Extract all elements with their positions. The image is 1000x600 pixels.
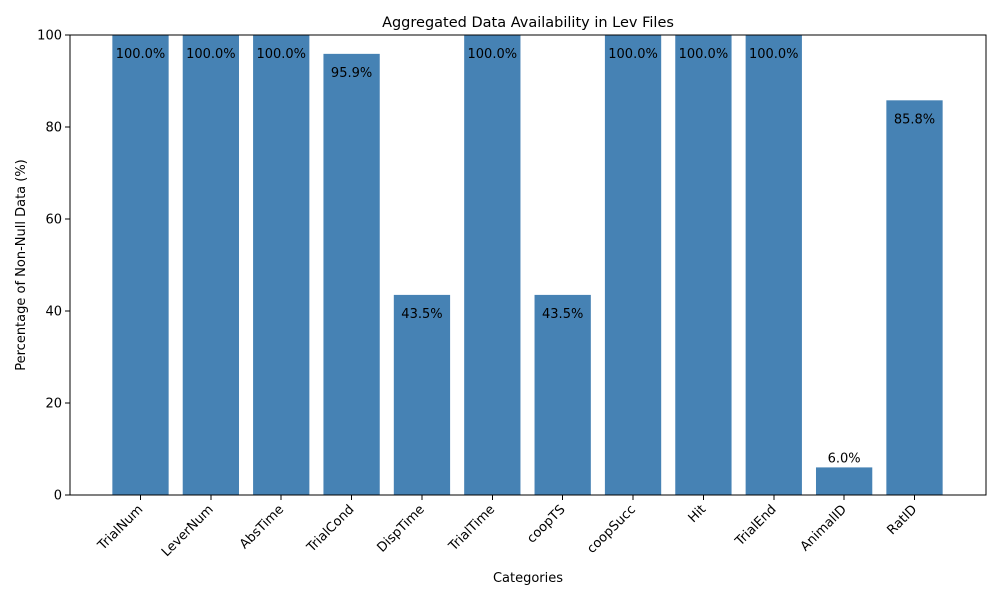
data-labels-layer: 100.0% 100.0% 100.0% 95.9% 43.5% 100.0% 43.5% 1…	[116, 47, 935, 466]
bar-disptime	[393, 294, 451, 495]
data-label-coopts: 43.5%	[542, 307, 583, 322]
bar-animalid	[815, 467, 873, 495]
x-tick-label-coopts: coopTS	[524, 502, 568, 546]
y-tick-label-0: 0	[54, 489, 62, 504]
x-tick-label-trialend: TrialEnd	[732, 502, 780, 550]
axes-layer	[69, 34, 987, 496]
y-tick-label-40: 40	[45, 305, 62, 320]
x-tick-label-hit: Hit	[686, 502, 710, 526]
bar-ratid	[886, 100, 943, 495]
x-axis-label: Categories	[493, 571, 563, 586]
plot-area-frame	[69, 34, 987, 496]
bar-trialcond	[323, 53, 380, 496]
y-tick-label-100: 100	[37, 29, 62, 44]
x-tick-label-trialnum: TrialNum	[95, 502, 147, 554]
data-label-trialtime: 100.0%	[468, 47, 518, 62]
data-label-levernum: 100.0%	[186, 47, 236, 62]
x-tick-label-levernum: LeverNum	[159, 502, 217, 560]
y-tick-label-80: 80	[45, 121, 62, 136]
data-label-trialend: 100.0%	[749, 47, 799, 62]
bar-coopts	[534, 294, 591, 495]
x-axis-ticks: TrialNum LeverNum AbsTime TrialCond DispTime…	[95, 495, 921, 560]
x-tick-label-trialtime: TrialTime	[446, 502, 499, 555]
x-tick-label-coopsucc: coopSucc	[584, 502, 639, 557]
data-label-disptime: 43.5%	[401, 307, 442, 322]
data-label-abstime: 100.0%	[256, 47, 306, 62]
data-label-hit: 100.0%	[679, 47, 729, 62]
x-tick-label-disptime: DispTime	[374, 502, 427, 555]
y-axis-ticks: 0 20 40 60 80 100	[37, 29, 70, 504]
data-label-animalid: 6.0%	[828, 451, 861, 466]
bar-levernum	[182, 35, 240, 495]
x-tick-label-trialcond: TrialCond	[304, 502, 358, 556]
data-label-ratid: 85.8%	[894, 112, 935, 127]
x-tick-label-animalid: AnimalID	[798, 502, 850, 554]
bar-coopsucc	[604, 35, 662, 495]
data-label-trialnum: 100.0%	[116, 47, 166, 62]
bars-layer	[112, 35, 943, 496]
bar-trialtime	[464, 35, 521, 495]
chart-title: Aggregated Data Availability in Lev File…	[382, 15, 674, 31]
bar-trialend	[745, 35, 802, 495]
bar-trialnum	[112, 35, 169, 495]
data-label-coopsucc: 100.0%	[608, 47, 658, 62]
y-tick-label-60: 60	[45, 213, 62, 228]
bar-abstime	[253, 35, 310, 495]
x-tick-label-abstime: AbsTime	[237, 502, 287, 552]
y-axis-label: Percentage of Non-Null Data (%)	[14, 159, 29, 371]
x-tick-label-ratid: RatID	[885, 502, 921, 538]
y-tick-label-20: 20	[45, 397, 62, 412]
data-label-trialcond: 95.9%	[331, 66, 372, 81]
bar-hit	[675, 35, 732, 495]
